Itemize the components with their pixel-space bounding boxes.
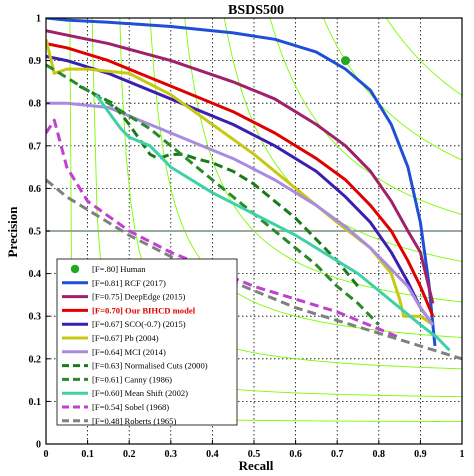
legend-entry-label: [F=0.75] DeepEdge (2015): [92, 292, 186, 302]
legend-entry-label: [F=0.54] Sobel (1968): [92, 402, 169, 412]
series-line: [78, 84, 360, 288]
y-tick-label: 0.6: [29, 184, 42, 195]
x-tick-label: 0.5: [248, 449, 261, 460]
y-tick-label: 0.3: [29, 312, 42, 323]
legend-entry-label: [F=0.70] Our BIHCD model: [92, 305, 196, 315]
series-line: [46, 18, 437, 347]
series-line: [46, 54, 435, 326]
series-line: [46, 63, 380, 326]
legend: [F=.80] Human [F=0.81] RCF (2017) [F=0.75]…: [56, 258, 238, 426]
legend-entry-label: [F=0.67] SCO(-0.7) (2015): [92, 319, 186, 329]
human-point-marker: [341, 56, 351, 66]
legend-box: [56, 258, 238, 426]
y-tick-label: 0.9: [29, 56, 42, 67]
x-tick-label: 0.9: [414, 449, 427, 460]
x-tick-label: 1: [460, 449, 465, 460]
legend-entry-label: [F=0.81] RCF (2017): [92, 278, 166, 288]
y-tick-label: 0.1: [29, 397, 42, 408]
y-tick-label: 0: [36, 440, 41, 451]
legend-entry-label: [F=0.60] Mean Shift (2002): [92, 388, 188, 398]
series-line: [46, 29, 435, 304]
legend-entry-label: [F=0.63] Normalised Cuts (2000): [92, 361, 208, 371]
series-line: [94, 93, 451, 352]
legend-entry-label: [F=.80] Human: [92, 264, 146, 274]
legend-entry-label: [F=0.67] Pb (2004): [92, 333, 159, 343]
legend-entry-label: [F=0.64] MCI (2014): [92, 347, 166, 357]
x-tick-label: 0.4: [206, 449, 219, 460]
series-line: [46, 101, 435, 326]
x-tick-label: 0.7: [331, 449, 344, 460]
x-tick-label: 0: [44, 449, 49, 460]
x-tick-label: 0.2: [123, 449, 136, 460]
x-tick-label: 0.3: [165, 449, 178, 460]
iso-f-curve: [184, 18, 462, 303]
x-axis-title: Recall: [239, 458, 274, 473]
y-tick-label: 0.7: [29, 141, 42, 152]
y-axis-title: Precision: [5, 206, 20, 258]
y-tick-label: 0.5: [29, 227, 42, 238]
axis-ticks: 0 0.1 0.2 0.3 0.4 0.5 0.6 0.7 0.8 0.9 1 0 0.1 0.2 0.3 0…: [29, 14, 465, 461]
iso-f-curve: [269, 18, 462, 216]
iso-f-curve: [322, 18, 462, 161]
series-line: [46, 42, 435, 317]
legend-entry-label: [F=0.48] Roberts (1965): [92, 416, 176, 426]
x-tick-label: 0.8: [373, 449, 386, 460]
y-tick-label: 0.2: [29, 354, 42, 365]
x-tick-label: 0.1: [81, 449, 94, 460]
y-tick-label: 0.8: [29, 99, 42, 110]
legend-entry-label: [F=0.61] Canny (1986): [92, 374, 172, 384]
iso-f-curve: [385, 18, 462, 96]
legend-swatch: [70, 264, 80, 274]
x-tick-label: 0.6: [289, 449, 302, 460]
y-tick-label: 1: [36, 14, 41, 25]
iso-f-curve: [223, 18, 462, 262]
y-tick-label: 0.4: [29, 269, 42, 280]
chart-title: BSDS500: [228, 3, 284, 18]
human-point: [341, 56, 351, 66]
